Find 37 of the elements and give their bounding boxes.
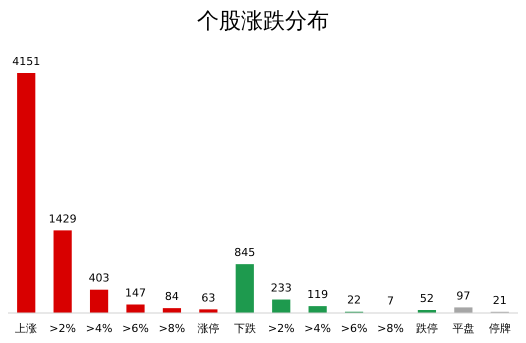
x-tick-label: 跌停 <box>416 322 438 335</box>
bar <box>236 264 254 313</box>
bar <box>126 304 145 313</box>
x-tick-label: 上涨 <box>15 322 38 335</box>
data-label: 233 <box>270 282 292 295</box>
data-label: 97 <box>456 289 470 302</box>
x-tick-label: >6% <box>122 322 149 335</box>
x-tick-label: >4% <box>86 322 112 335</box>
x-tick-label: >2% <box>268 322 295 335</box>
data-label: 52 <box>420 292 434 305</box>
x-tick-label: >8% <box>158 322 186 335</box>
x-tick-label: 涨停 <box>197 322 220 335</box>
data-label: 84 <box>164 290 179 304</box>
bar <box>17 73 36 313</box>
data-label: 4151 <box>12 55 40 68</box>
data-label: 63 <box>201 291 216 304</box>
data-label: 7 <box>387 294 394 308</box>
x-tick-label: >4% <box>304 322 331 335</box>
x-tick-label: 下跌 <box>234 322 256 335</box>
x-tick-label: >8% <box>377 322 404 335</box>
data-label: 21 <box>492 294 507 307</box>
chart-title: 个股涨跌分布 <box>197 9 329 34</box>
bar <box>308 306 327 313</box>
data-label: 22 <box>347 294 362 307</box>
bar <box>90 290 108 313</box>
data-label: 403 <box>88 272 110 285</box>
x-tick-label: 平盘 <box>452 322 474 335</box>
bar <box>272 300 290 313</box>
data-label: 1429 <box>48 212 77 226</box>
data-label: 147 <box>125 286 146 300</box>
x-tick-label: >6% <box>340 322 368 335</box>
x-tick-label: 停牌 <box>488 322 511 335</box>
data-label: 119 <box>307 288 328 302</box>
data-label: 845 <box>234 246 256 260</box>
x-tick-label: >2% <box>49 322 76 335</box>
bar <box>162 308 182 313</box>
bar <box>54 230 72 313</box>
